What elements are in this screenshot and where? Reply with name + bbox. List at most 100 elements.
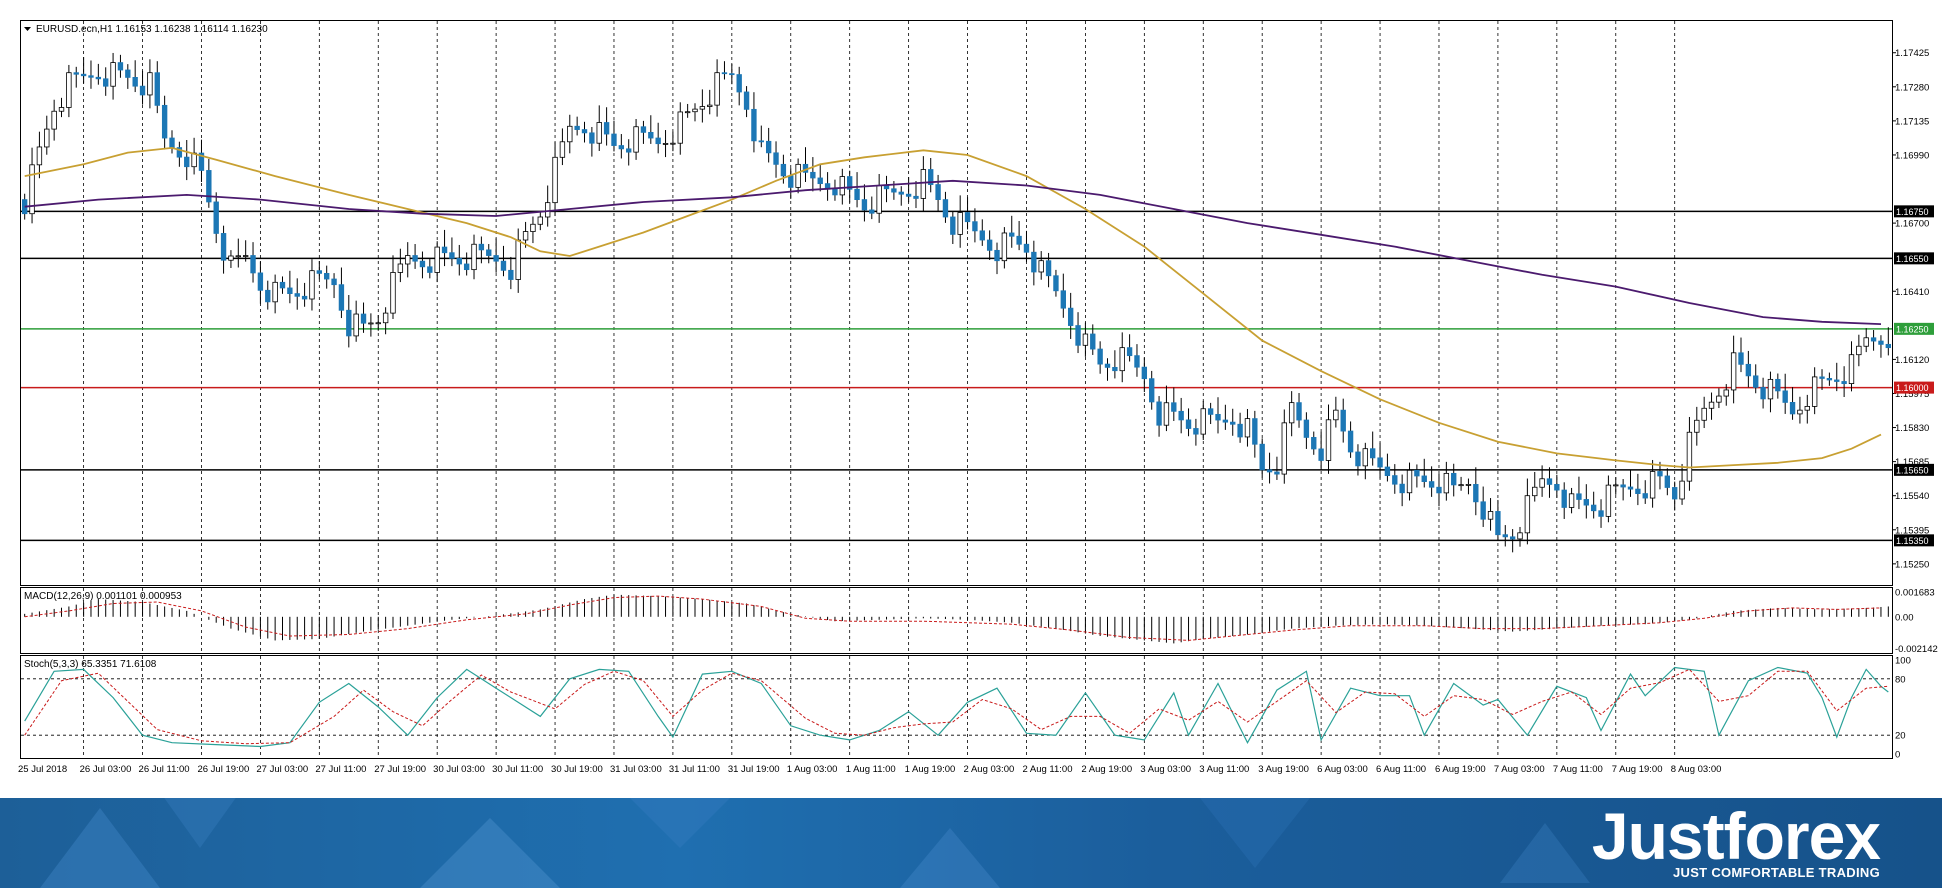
- macd-tick-label: 0.001683: [1895, 587, 1935, 598]
- candle-body: [544, 202, 551, 218]
- candle-body: [1782, 390, 1788, 403]
- candle-body: [493, 255, 499, 262]
- time-tick-label: 1 Aug 19:00: [905, 764, 956, 775]
- candle-body: [1856, 345, 1862, 356]
- candle-body: [1502, 534, 1508, 538]
- macd-tick-label: 0.00: [1895, 612, 1914, 623]
- candle-body: [1259, 443, 1265, 471]
- candle-body: [626, 148, 632, 153]
- candle-body: [1193, 428, 1199, 435]
- price-tick-label: 1.16120: [1895, 355, 1929, 366]
- candle-body: [463, 263, 470, 271]
- candle-body: [95, 76, 102, 80]
- candle-body: [522, 231, 529, 241]
- time-tick-label: 1 Aug 03:00: [787, 764, 838, 775]
- candle-body: [611, 133, 617, 146]
- candle-body: [1252, 418, 1258, 445]
- symbol-info: EURUSD.ecn,H1 1.16153 1.16238 1.16114 1.…: [36, 24, 268, 35]
- candle-body: [1296, 402, 1302, 421]
- candle-body: [331, 278, 337, 286]
- candle-body: [1288, 402, 1295, 424]
- candle-body: [449, 252, 455, 259]
- candle-body: [1576, 493, 1582, 500]
- candle-body: [1266, 469, 1273, 473]
- time-tick-label: 3 Aug 03:00: [1140, 764, 1191, 775]
- candle-body: [220, 233, 227, 261]
- candle-body: [758, 140, 764, 143]
- price-tick-label: 1.16990: [1895, 150, 1929, 161]
- macd-tick-label: -0.002142: [1895, 644, 1938, 655]
- time-tick-label: 26 Jul 19:00: [197, 764, 249, 775]
- candle-body: [574, 125, 580, 130]
- candle-body: [1237, 423, 1243, 438]
- price-tick-label: 1.15685: [1895, 457, 1929, 468]
- candle-body: [184, 156, 190, 168]
- candle-body: [1436, 486, 1442, 494]
- time-axis: 25 Jul 2018 26 Jul 03:00 26 Jul 11:00 26 Ju…: [18, 764, 1721, 775]
- candle-body: [633, 126, 639, 153]
- candle-body: [272, 281, 278, 303]
- candle-body: [1060, 290, 1066, 309]
- candle-body: [920, 169, 927, 199]
- candle-body: [839, 176, 846, 196]
- candle-body: [891, 188, 897, 193]
- candle-body: [1458, 484, 1464, 487]
- candle-body: [508, 269, 514, 280]
- candle-body: [964, 212, 971, 223]
- dropdown-triangle-icon[interactable]: [24, 27, 31, 31]
- candle-body: [729, 73, 735, 76]
- candle-body: [1318, 448, 1324, 461]
- candle-body: [869, 209, 875, 214]
- candle-body: [1495, 511, 1501, 536]
- candle-body: [552, 156, 558, 204]
- candle-body: [1421, 475, 1427, 482]
- candle-body: [1605, 484, 1612, 517]
- candle-body: [788, 175, 794, 188]
- brand-tagline: JUST COMFORTABLE TRADING: [1672, 865, 1880, 880]
- candle-body: [1554, 484, 1560, 491]
- candle-body: [1539, 478, 1545, 488]
- candle-body: [1067, 307, 1074, 326]
- candle-body: [1392, 475, 1398, 485]
- candle-body: [942, 199, 949, 218]
- time-tick-label: 27 Jul 03:00: [256, 764, 308, 775]
- candle-body: [1672, 487, 1678, 500]
- candle-body: [353, 313, 359, 337]
- candle-body: [1370, 448, 1376, 459]
- candle-body: [817, 177, 823, 185]
- time-tick-label: 25 Jul 2018: [18, 764, 67, 775]
- candle-body: [567, 125, 573, 143]
- candle-body: [751, 108, 757, 142]
- symbol-header[interactable]: EURUSD.ecn,H1 1.16153 1.16238 1.16114 1.…: [24, 24, 268, 35]
- level-tag: [1894, 252, 1934, 265]
- chart-canvas[interactable]: 1.17425 1.17280 1.17135 1.16990 1.16700 1.164…: [0, 0, 1942, 798]
- candle-body: [110, 62, 116, 87]
- candle-body: [360, 313, 367, 324]
- candle-body: [1200, 408, 1206, 435]
- candle-body: [1480, 501, 1486, 520]
- candle-body: [51, 110, 57, 130]
- candle-body: [478, 243, 485, 251]
- candle-body: [486, 249, 492, 256]
- candle-body: [670, 142, 676, 145]
- candle-body: [1834, 379, 1840, 382]
- candle-body: [1760, 386, 1766, 400]
- candle-body: [161, 104, 168, 139]
- candle-body: [1112, 366, 1118, 372]
- candle-body: [419, 260, 426, 268]
- time-tick-label: 26 Jul 11:00: [139, 764, 190, 775]
- candle-body: [441, 246, 448, 254]
- candle-body: [1171, 402, 1177, 412]
- stoch-tick-label: 80: [1895, 674, 1906, 685]
- level-tag-label: 1.15650: [1896, 465, 1929, 475]
- candle-body: [1443, 472, 1450, 494]
- price-tick-label: 1.17280: [1895, 82, 1929, 93]
- candle-body: [80, 73, 87, 77]
- ma-slow-line: [24, 179, 1882, 325]
- candle-body: [117, 62, 124, 71]
- candlesticks: [21, 52, 1892, 553]
- candle-body: [773, 152, 779, 165]
- candle-body: [1001, 232, 1008, 262]
- candle-body: [1561, 489, 1567, 508]
- candle-body: [405, 255, 411, 265]
